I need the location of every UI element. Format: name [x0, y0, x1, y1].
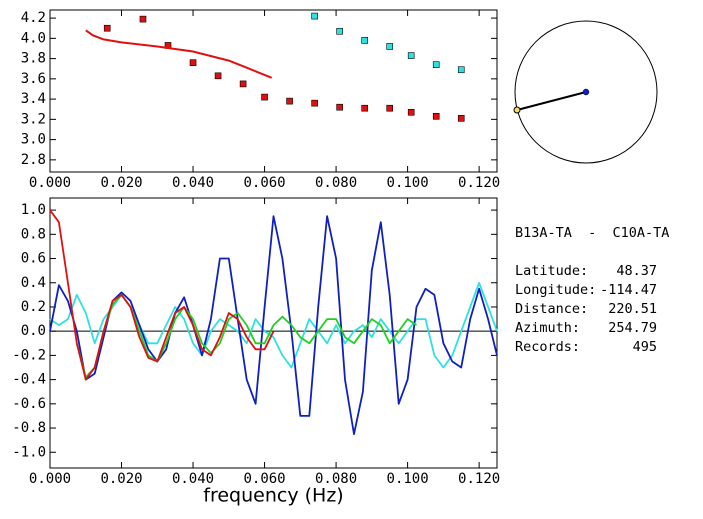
data-point — [103, 24, 111, 32]
info-label: Longitude: — [515, 282, 597, 298]
info-value: 220.51 — [608, 301, 657, 317]
y-tick-label: 3.8 — [21, 51, 46, 67]
data-point — [261, 93, 268, 101]
info-panel: B13A-TA - C10A-TA Latitude: 48.37 Longitud… — [515, 186, 695, 357]
info-row: Latitude: 48.37 — [515, 262, 695, 281]
map-circle — [514, 20, 658, 164]
data-point — [361, 37, 368, 44]
data-point — [407, 108, 415, 116]
info-title: B13A-TA - C10A-TA — [515, 225, 670, 241]
x-tick-label: 0.120 — [458, 471, 500, 487]
y-tick-label: -1.0 — [12, 444, 46, 460]
plot-frame — [49, 9, 498, 173]
x-tick-label: 0.040 — [172, 175, 214, 191]
info-label: Records: — [515, 339, 581, 355]
y-tick-label: -0.6 — [12, 396, 46, 412]
x-tick-label: 0.120 — [458, 175, 500, 191]
y-tick-label: 0.2 — [21, 299, 46, 315]
y-tick-label: 4.0 — [21, 30, 46, 46]
data-point — [214, 72, 222, 80]
series-line — [49, 215, 498, 436]
y-tick-label: 3.2 — [21, 111, 46, 127]
y-tick-label: -0.8 — [12, 420, 46, 436]
data-point — [386, 104, 394, 112]
data-point — [432, 61, 440, 68]
y-tick-label: 0.0 — [21, 323, 46, 339]
data-point — [432, 113, 440, 120]
data-point — [336, 103, 343, 111]
y-tick-label: -0.2 — [12, 347, 46, 363]
info-row: Longitude: -114.47 — [515, 281, 695, 300]
x-tick-label: 0.080 — [315, 175, 357, 191]
x-tick-label: 0.060 — [243, 471, 285, 487]
y-tick-label: 3.4 — [21, 91, 46, 107]
plot-area: 0.000 0.020 0.040 0.060 0.080 0.100 0.120 -1.0 -… — [12, 197, 500, 507]
data-point — [457, 66, 465, 74]
station-dot — [582, 88, 590, 96]
x-tick-label: 0.020 — [100, 471, 142, 487]
plot-frame — [49, 197, 498, 469]
data-point — [189, 59, 197, 66]
y-tick-label: 1.0 — [21, 202, 46, 218]
y-tick-label: 3.0 — [21, 132, 46, 148]
data-point — [407, 52, 415, 59]
x-tick-label: 0.040 — [172, 471, 214, 487]
station-map — [513, 20, 658, 164]
y-tick-label: -0.4 — [12, 372, 46, 388]
data-point — [311, 99, 318, 107]
info-label: Latitude: — [515, 263, 589, 279]
y-tick-label: 2.8 — [21, 152, 46, 168]
y-tick-label: 0.4 — [21, 275, 46, 291]
x-tick-label: 0.100 — [387, 175, 429, 191]
info-row: Azimuth: 254.79 — [515, 319, 695, 338]
data-point — [386, 43, 394, 50]
path-line — [516, 91, 587, 111]
plot-area: 0.000 0.020 0.040 0.060 0.080 0.100 0.120 2.8 3.… — [21, 9, 500, 191]
info-value: 48.37 — [616, 263, 657, 279]
data-point — [311, 12, 318, 20]
info-row: Records: 495 — [515, 338, 695, 357]
info-value: 254.79 — [608, 320, 657, 336]
y-tick-label: 3.6 — [21, 71, 46, 87]
data-point — [286, 97, 293, 105]
data-point — [457, 115, 465, 122]
x-tick-label: 0.100 — [387, 471, 429, 487]
y-tick-label: 0.8 — [21, 226, 46, 242]
series-line — [49, 209, 275, 381]
data-point — [139, 15, 147, 23]
x-tick-label: 0.020 — [100, 175, 142, 191]
info-value: 495 — [632, 339, 657, 355]
x-tick-label: 0.080 — [315, 471, 357, 487]
x-tick-label: 0.000 — [29, 471, 71, 487]
y-tick-label: 4.2 — [21, 10, 46, 26]
station-dot — [513, 106, 521, 114]
x-tick-label: 0.060 — [243, 175, 285, 191]
data-point — [336, 27, 343, 35]
info-value: -114.47 — [600, 282, 657, 298]
info-row: Distance: 220.51 — [515, 300, 695, 319]
fit-line — [85, 29, 273, 79]
info-label: Azimuth: — [515, 320, 581, 336]
x-axis-label: frequency (Hz) — [203, 485, 343, 507]
data-point — [361, 104, 368, 112]
data-point — [239, 80, 247, 88]
info-label: Distance: — [515, 301, 589, 317]
y-tick-label: 0.6 — [21, 251, 46, 267]
x-tick-label: 0.000 — [29, 175, 71, 191]
